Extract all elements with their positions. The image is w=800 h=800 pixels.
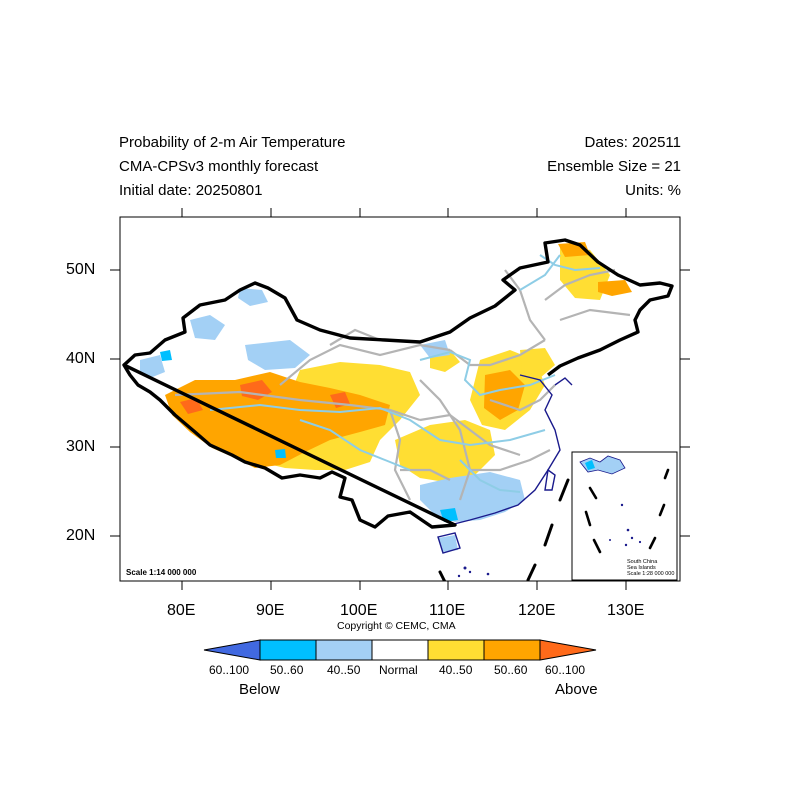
lon-label-80e: 80E xyxy=(167,602,196,619)
legend-swatch-below-50-60 xyxy=(259,639,317,661)
title-line-1: Probability of 2-m Air Temperature xyxy=(119,134,346,151)
legend-swatch-above-50-60 xyxy=(483,639,541,661)
top-lon-ticks xyxy=(181,208,627,217)
bottom-lon-ticks xyxy=(181,581,627,590)
legend-label-below-50-60: 50..60 xyxy=(270,663,304,677)
lon-label-130e: 130E xyxy=(607,602,645,619)
legend-label-above-50-60: 50..60 xyxy=(494,663,528,677)
legend-label-normal: Normal xyxy=(379,663,418,677)
legend-below-label: Below xyxy=(239,681,280,698)
title-line-2: CMA-CPSv3 monthly forecast xyxy=(119,158,319,175)
lat-label-40n: 40N xyxy=(66,350,96,367)
copyright-label: Copyright © CEMC, CMA xyxy=(337,620,456,632)
lon-label-110e: 110E xyxy=(429,602,466,619)
units-label: Units: % xyxy=(625,182,681,199)
map-scale-label: Scale 1:14 000 000 xyxy=(126,568,197,577)
lat-label-50n: 50N xyxy=(66,261,96,278)
map-plot-area xyxy=(122,238,674,581)
legend-colorbar xyxy=(203,639,597,661)
legend-swatch-above-60-100 xyxy=(539,639,597,661)
lon-label-100e: 100E xyxy=(340,602,378,619)
map-frame xyxy=(119,216,681,582)
lon-label-90e: 90E xyxy=(256,602,285,619)
legend-swatch-below-40-50 xyxy=(315,639,373,661)
coastline xyxy=(437,374,573,554)
inset-label-line-3: Scale 1:28 000 000 xyxy=(627,571,675,577)
title-line-3: Initial date: 20250801 xyxy=(119,182,263,199)
nine-dash-line xyxy=(438,478,570,581)
south-china-sea-inset xyxy=(571,451,678,581)
lat-label-20n: 20N xyxy=(66,527,96,544)
national-border xyxy=(122,238,674,529)
legend-swatch-normal xyxy=(371,639,429,661)
legend-label-below-40-50: 40..50 xyxy=(327,663,361,677)
lat-ticks xyxy=(110,269,690,537)
legend-label-below-60-100: 60..100 xyxy=(209,663,250,677)
below-normal-50-60-region xyxy=(160,350,458,522)
lon-label-120e: 120E xyxy=(518,602,556,619)
inset-label-line-2: Sea Islands xyxy=(627,565,656,571)
legend-label-above-40-50: 40..50 xyxy=(439,663,473,677)
legend-swatch-below-60-100 xyxy=(203,639,261,661)
legend-above-label: Above xyxy=(555,681,598,698)
legend-swatch-above-40-50 xyxy=(427,639,485,661)
inset-label-line-1: South China xyxy=(627,559,658,565)
ensemble-size-label: Ensemble Size = 21 xyxy=(547,158,681,175)
lat-label-30n: 30N xyxy=(66,438,96,455)
scattered-islands xyxy=(457,566,490,578)
province-borders xyxy=(174,268,631,501)
legend-label-above-60-100: 60..100 xyxy=(545,663,586,677)
dates-label: Dates: 202511 xyxy=(584,134,681,151)
